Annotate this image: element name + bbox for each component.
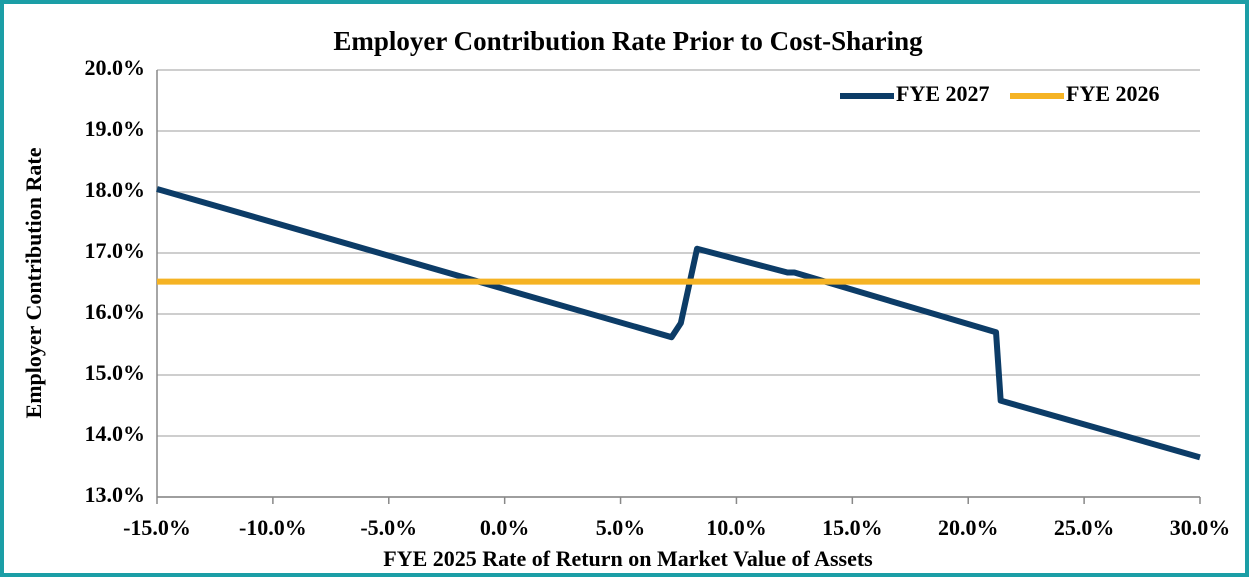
y-axis-label: Employer Contribution Rate (21, 147, 46, 418)
x-axis-label: FYE 2025 Rate of Return on Market Value … (383, 546, 873, 571)
legend-label: FYE 2026 (1066, 81, 1160, 106)
x-tick-label: -10.0% (239, 515, 307, 540)
y-tick-label: 20.0% (85, 55, 146, 80)
y-tick-label: 16.0% (85, 299, 146, 324)
x-tick-label: -5.0% (360, 515, 417, 540)
x-tick-label: 20.0% (938, 515, 999, 540)
y-tick-label: 13.0% (85, 482, 146, 507)
y-tick-label: 15.0% (85, 360, 146, 385)
y-tick-label: 18.0% (85, 177, 146, 202)
legend-label: FYE 2027 (896, 81, 990, 106)
y-tick-label: 17.0% (85, 238, 146, 263)
line-series (156, 186, 1201, 461)
x-tick-label: 10.0% (706, 515, 767, 540)
y-tick-label: 14.0% (85, 421, 146, 446)
y-tick-label: 19.0% (85, 116, 146, 141)
x-tick-label: 5.0% (596, 515, 646, 540)
x-tick-label: 25.0% (1054, 515, 1115, 540)
chart-title: Employer Contribution Rate Prior to Cost… (333, 26, 923, 56)
x-tick-label: 15.0% (822, 515, 883, 540)
x-tick-label: -15.0% (123, 515, 191, 540)
x-tick-label: 0.0% (480, 515, 530, 540)
x-tick-label: 30.0% (1170, 515, 1231, 540)
